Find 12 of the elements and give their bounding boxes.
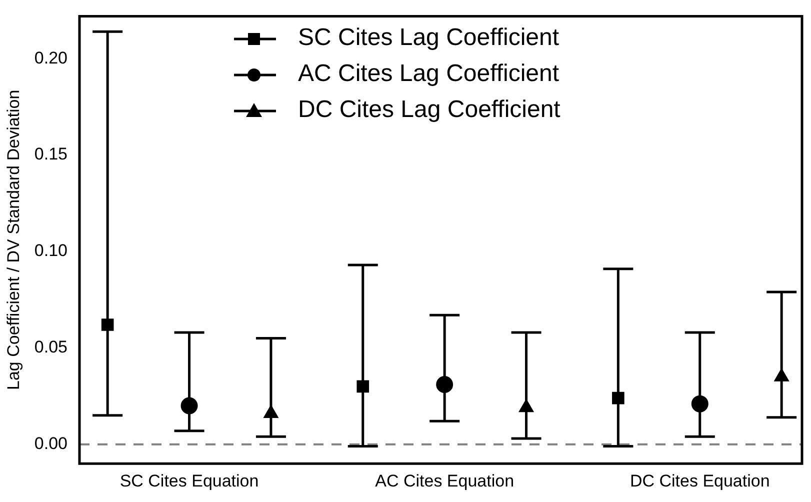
y-tick-label: 0.05 bbox=[34, 338, 68, 357]
y-tick-label: 0.15 bbox=[34, 144, 68, 164]
x-tick-label: SC Cites Equation bbox=[120, 471, 259, 490]
y-tick-label: 0.20 bbox=[34, 48, 68, 68]
legend-label: SC Cites Lag Coefficient bbox=[298, 24, 560, 51]
legend-label: AC Cites Lag Coefficient bbox=[298, 60, 560, 87]
y-tick-label: 0.00 bbox=[34, 434, 68, 454]
x-tick-label: DC Cites Equation bbox=[630, 471, 770, 490]
legend-label: DC Cites Lag Coefficient bbox=[298, 96, 560, 123]
y-tick-label: 0.10 bbox=[34, 241, 68, 260]
x-tick-label: AC Cites Equation bbox=[375, 471, 514, 490]
y-axis-title: Lag Coefficient / DV Standard Deviation bbox=[4, 90, 23, 390]
